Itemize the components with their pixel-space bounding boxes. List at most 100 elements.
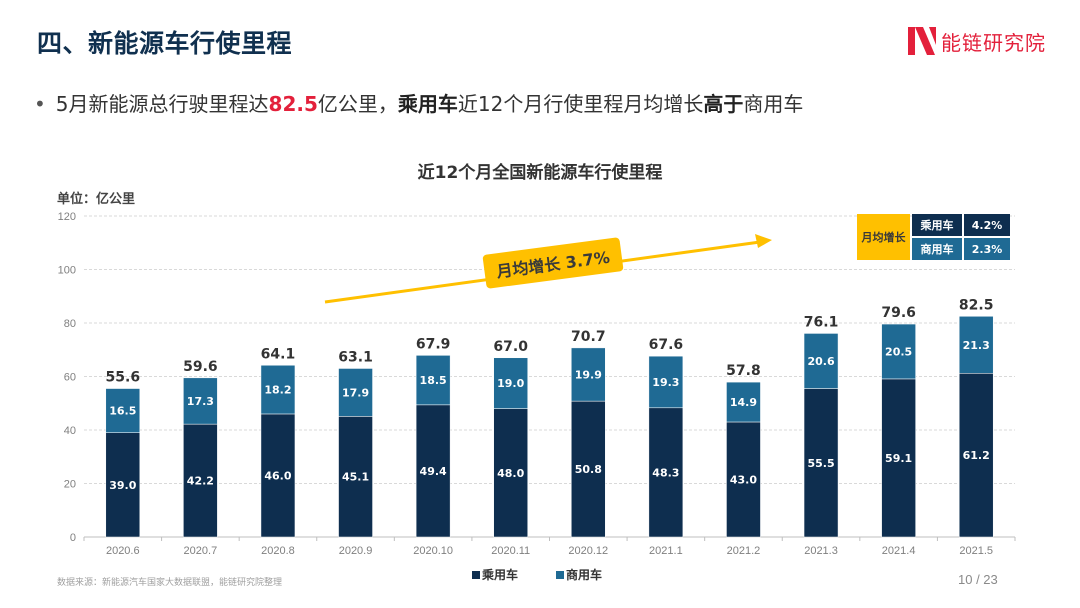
growth-row-value: 2.3% xyxy=(964,238,1010,260)
bar-segment-passenger xyxy=(958,373,994,538)
x-tick-label: 2021.5 xyxy=(959,545,993,557)
bar-data-label: 18.2 xyxy=(264,384,291,397)
y-tick-label: 120 xyxy=(58,211,76,223)
bar-total-label: 82.5 xyxy=(959,297,994,313)
page-title: 四、新能源车行使里程 xyxy=(37,29,293,58)
bullet-text: 近12个月行使里程月均增长 xyxy=(457,92,704,116)
trend-arrow-head-icon xyxy=(755,234,772,248)
bar-data-label: 19.9 xyxy=(575,368,602,381)
growth-row-label: 商用车 xyxy=(912,238,962,260)
bar-segment-commercial xyxy=(648,355,684,409)
y-tick-label: 80 xyxy=(64,318,76,330)
bar-segment-commercial xyxy=(571,347,606,402)
bar-segment-passenger xyxy=(183,423,218,538)
bar-total-label: 59.6 xyxy=(183,359,218,375)
x-tick-label: 2020.10 xyxy=(413,545,453,557)
bar-data-label: 20.6 xyxy=(807,355,834,368)
growth-row-label: 乘用车 xyxy=(912,214,962,236)
y-tick-label: 40 xyxy=(64,425,76,437)
bar-data-label: 45.1 xyxy=(342,471,369,484)
x-tick-label: 2020.7 xyxy=(184,545,218,557)
bar-segment-passenger xyxy=(338,416,373,538)
x-tick-label: 2020.6 xyxy=(106,545,140,557)
bar-data-label: 18.5 xyxy=(420,374,447,387)
bar-total-label: 64.1 xyxy=(261,346,296,362)
bar-data-label: 39.0 xyxy=(109,479,136,492)
x-tick-label: 2020.11 xyxy=(491,545,530,557)
bar-data-label: 43.0 xyxy=(730,473,757,486)
bar-segment-commercial xyxy=(803,333,839,389)
bar-segment-commercial xyxy=(493,357,528,409)
bar-segment-passenger xyxy=(493,408,528,538)
bar-data-label: 17.3 xyxy=(187,395,214,408)
bar-segment-commercial xyxy=(105,388,141,433)
x-tick-label: 2020.9 xyxy=(339,545,373,557)
bar-total-label: 55.6 xyxy=(106,370,141,386)
bar-data-label: 49.4 xyxy=(420,465,447,478)
bar-data-label: 19.3 xyxy=(652,376,679,389)
bar-segment-passenger xyxy=(105,432,141,538)
bar-segment-passenger xyxy=(881,378,916,538)
bar-segment-commercial xyxy=(726,381,761,423)
bar-segment-commercial xyxy=(338,368,373,417)
summary-bullet: • 5月新能源总行驶里程达82.5亿公里，乘用车近12个月行使里程月均增长高于商用… xyxy=(34,88,803,117)
bar-data-label: 21.3 xyxy=(963,339,990,352)
bar-total-label: 67.6 xyxy=(649,337,684,353)
bar-data-label: 17.9 xyxy=(342,386,369,399)
bar-segment-commercial xyxy=(260,365,296,415)
bar-segment-passenger xyxy=(260,413,296,538)
legend-item: 商用车 xyxy=(556,566,602,583)
bar-data-label: 19.0 xyxy=(497,377,524,390)
highlight-value: 82.5 xyxy=(268,92,318,116)
bar-total-label: 79.6 xyxy=(881,305,916,321)
growth-row-value: 4.2% xyxy=(964,214,1010,236)
logo-n-icon xyxy=(908,27,936,55)
x-tick-label: 2021.1 xyxy=(649,545,683,557)
bullet-bold: 乘用车 xyxy=(397,92,458,116)
bar-data-label: 48.0 xyxy=(497,467,524,480)
bar-data-label: 16.5 xyxy=(109,405,136,418)
bar-data-label: 55.5 xyxy=(807,457,834,470)
bar-data-label: 14.9 xyxy=(730,396,757,409)
x-tick-label: 2020.12 xyxy=(568,545,608,557)
y-axis-unit-label: 单位：亿公里 xyxy=(57,192,136,207)
bar-data-label: 42.2 xyxy=(187,475,214,488)
y-tick-label: 0 xyxy=(70,532,76,544)
bullet-text: 5月新能源总行驶里程达 xyxy=(55,92,269,116)
growth-table-header: 月均增长 xyxy=(857,214,910,260)
x-tick-label: 2021.2 xyxy=(727,545,761,557)
bar-segment-passenger xyxy=(726,421,761,538)
bullet-dot: • xyxy=(34,92,46,116)
bar-total-label: 63.1 xyxy=(338,349,373,365)
bar-total-label: 67.0 xyxy=(493,339,528,355)
chart-legend: 乘用车 商用车 xyxy=(472,566,602,583)
legend-item: 乘用车 xyxy=(472,566,518,583)
brand-logo: 能链研究院 xyxy=(908,26,1046,56)
bar-segment-passenger xyxy=(571,400,606,538)
bar-segment-passenger xyxy=(803,388,839,538)
bar-data-label: 20.5 xyxy=(885,345,912,358)
y-tick-label: 60 xyxy=(64,372,76,384)
bar-total-label: 57.8 xyxy=(726,363,761,379)
bar-data-label: 50.8 xyxy=(575,463,602,476)
page-number: 10 / 23 xyxy=(958,572,998,587)
bar-segment-commercial xyxy=(415,355,451,406)
y-tick-label: 20 xyxy=(64,479,76,491)
x-tick-label: 2020.8 xyxy=(261,545,295,557)
bar-data-label: 48.3 xyxy=(652,466,679,479)
chart-title: 近12个月全国新能源车行使里程 xyxy=(417,163,663,183)
bar-segment-commercial xyxy=(958,316,994,374)
bar-segment-commercial xyxy=(183,377,218,425)
logo-text: 能链研究院 xyxy=(941,30,1046,55)
data-source-note: 数据来源：新能源汽车国家大数据联盟，能链研究院整理 xyxy=(57,578,283,588)
bullet-bold: 高于 xyxy=(703,92,744,116)
bar-data-label: 61.2 xyxy=(963,449,990,462)
bar-segment-commercial xyxy=(881,323,916,380)
bar-data-label: 46.0 xyxy=(264,469,291,482)
bar-total-label: 67.9 xyxy=(416,336,451,352)
bar-total-label: 76.1 xyxy=(804,314,839,330)
legend-swatch xyxy=(556,570,565,579)
x-tick-label: 2021.3 xyxy=(804,545,838,557)
bullet-text: 亿公里， xyxy=(317,92,398,116)
